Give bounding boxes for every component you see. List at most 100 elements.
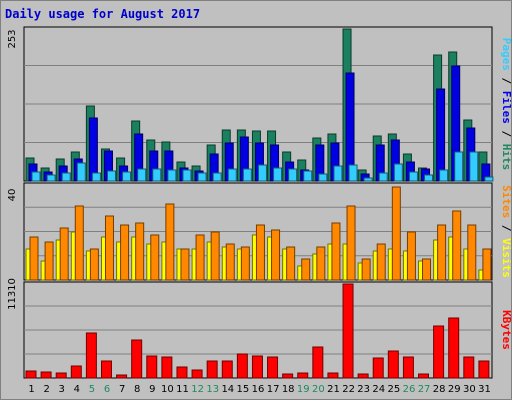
day-label-13: 13: [206, 384, 219, 395]
bar-sites-day-2: [44, 241, 54, 281]
bar-kbytes-day-8: [131, 339, 143, 379]
bar-sites-day-26: [406, 231, 416, 281]
y-axis-max-label: 40: [7, 189, 18, 202]
bar-kbytes-day-2: [40, 371, 52, 379]
bar-kbytes-day-14: [221, 360, 233, 379]
day-label-7: 7: [119, 384, 125, 395]
day-label-4: 4: [74, 384, 80, 395]
series-legend-label: KBytes: [500, 310, 511, 350]
panel-kbytes: 11310 KBytes: [7, 278, 511, 379]
bar-sites-day-30: [467, 224, 477, 281]
panel-sites-visits: 40 Sites / Visits: [7, 182, 511, 281]
day-label-25: 25: [388, 384, 401, 395]
bar-pages-day-25: [393, 163, 403, 182]
bar-kbytes-day-9: [146, 355, 158, 379]
bar-sites-day-29: [452, 210, 462, 281]
bar-sites-day-22: [346, 205, 356, 281]
bar-sites-day-11: [180, 248, 190, 281]
bar-pages-day-4: [76, 162, 86, 182]
bar-kbytes-day-1: [25, 370, 37, 379]
day-label-16: 16: [252, 384, 265, 395]
bar-kbytes-day-4: [70, 365, 82, 379]
y-axis-max-label: 253: [7, 29, 18, 48]
bar-kbytes-day-22: [342, 283, 354, 379]
bar-sites-day-28: [437, 224, 447, 281]
legend-part: /: [500, 124, 511, 144]
bar-kbytes-day-6: [100, 360, 112, 379]
day-label-20: 20: [312, 384, 325, 395]
day-label-17: 17: [267, 384, 280, 395]
bar-pages-day-12: [197, 172, 207, 182]
day-label-22: 22: [342, 384, 355, 395]
bar-sites-day-13: [210, 231, 220, 281]
day-label-19: 19: [297, 384, 310, 395]
legend-part: Pages: [500, 38, 511, 71]
bar-pages-day-6: [106, 170, 116, 182]
day-label-15: 15: [237, 384, 250, 395]
day-label-10: 10: [161, 384, 174, 395]
series-legend-label: Pages / Files / Hits: [500, 38, 511, 171]
bar-sites-day-3: [59, 227, 69, 281]
y-axis-max-label: 11310: [7, 278, 18, 310]
bar-kbytes-day-19: [297, 372, 309, 379]
bar-pages-day-8: [137, 168, 147, 182]
day-label-5: 5: [89, 384, 95, 395]
bar-sites-day-6: [104, 215, 114, 281]
bar-sites-day-31: [482, 248, 492, 281]
bar-sites-day-20: [316, 246, 326, 281]
bar-pages-day-20: [318, 173, 328, 182]
day-label-3: 3: [59, 384, 65, 395]
day-label-30: 30: [463, 384, 476, 395]
bar-kbytes-day-18: [282, 373, 294, 379]
bar-sites-day-19: [301, 258, 311, 281]
bar-sites-day-5: [89, 248, 99, 281]
bar-pages-day-10: [167, 169, 177, 182]
bar-pages-day-11: [182, 169, 192, 182]
bar-sites-day-1: [29, 236, 39, 281]
bar-sites-day-9: [150, 234, 160, 281]
bar-kbytes-day-27: [418, 373, 430, 379]
legend-part: Files: [500, 91, 511, 124]
bar-pages-day-27: [424, 174, 434, 182]
bar-files-day-28: [436, 88, 446, 182]
day-label-26: 26: [403, 384, 416, 395]
bar-kbytes-day-20: [312, 346, 324, 379]
day-label-29: 29: [448, 384, 461, 395]
bar-pages-day-31: [484, 176, 494, 182]
bar-kbytes-day-23: [357, 373, 369, 379]
bar-sites-day-7: [120, 224, 130, 281]
legend-part: Hits: [500, 144, 511, 171]
bar-pages-day-14: [227, 168, 237, 182]
bar-kbytes-day-7: [116, 374, 128, 379]
bar-sites-day-27: [422, 258, 432, 281]
day-label-24: 24: [372, 384, 385, 395]
bar-pages-day-22: [348, 164, 358, 182]
bar-pages-day-3: [61, 172, 71, 182]
bar-pages-day-15: [242, 168, 252, 182]
bar-kbytes-day-24: [372, 357, 384, 379]
bar-kbytes-day-30: [463, 356, 475, 379]
bar-sites-day-10: [165, 203, 175, 281]
bar-sites-day-12: [195, 234, 205, 281]
bar-pages-day-1: [31, 171, 41, 182]
bar-kbytes-day-12: [191, 369, 203, 379]
bar-sites-day-15: [240, 246, 250, 281]
bar-sites-day-16: [255, 224, 265, 281]
day-label-11: 11: [176, 384, 189, 395]
day-label-31: 31: [478, 384, 491, 395]
legend-part: /: [500, 218, 511, 238]
bar-kbytes-day-29: [448, 317, 460, 379]
legend-part: Sites: [500, 185, 511, 218]
bar-kbytes-day-5: [85, 332, 97, 379]
bar-pages-day-5: [91, 172, 101, 182]
bar-kbytes-day-17: [267, 356, 279, 379]
bar-pages-day-9: [152, 168, 162, 182]
day-label-14: 14: [221, 384, 234, 395]
bar-pages-day-16: [257, 164, 267, 182]
bar-kbytes-day-26: [402, 356, 414, 379]
bar-sites-day-25: [391, 186, 401, 281]
day-label-1: 1: [28, 384, 34, 395]
